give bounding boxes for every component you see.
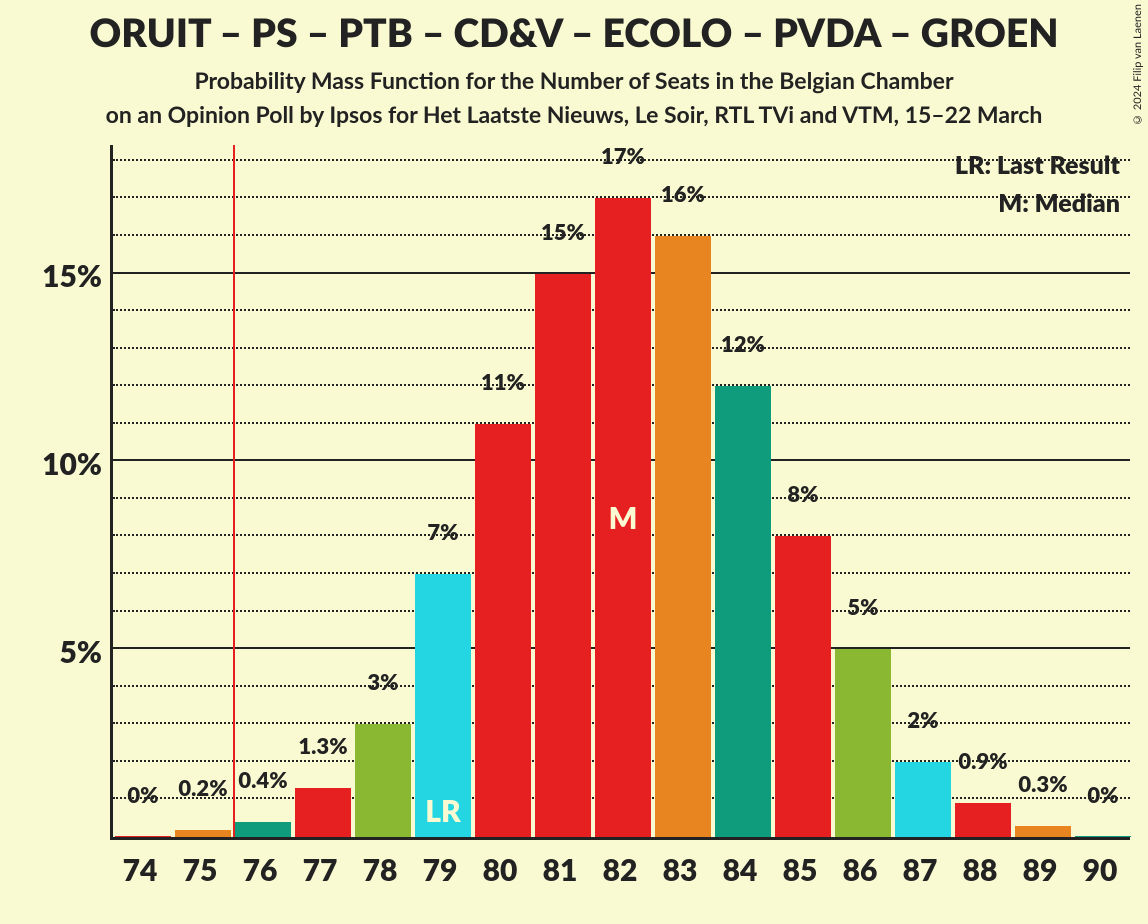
median-label: M xyxy=(595,500,650,536)
bar-value-label: 5% xyxy=(847,593,878,620)
chart-subtitle-1: Probability Mass Function for the Number… xyxy=(0,66,1148,94)
chart-subtitle-2: on an Opinion Poll by Ipsos for Het Laat… xyxy=(0,100,1148,128)
xtick-label: 85 xyxy=(783,852,818,888)
bar-value-label: 17% xyxy=(601,142,645,169)
bar-value-label: 1.3% xyxy=(298,732,347,759)
ytick-label: 5% xyxy=(60,634,102,670)
legend-m: M: Median xyxy=(998,188,1120,218)
xtick-label: 82 xyxy=(603,852,638,888)
bar-value-label: 0.9% xyxy=(958,747,1007,774)
bar xyxy=(835,649,890,837)
bar-value-label: 11% xyxy=(481,368,525,395)
bar xyxy=(295,788,350,837)
chart-plot-area: 0% 0.2% 0.4% 1.3% 3% LR 7% 11% 15% M 17% 16% 12% 8% 5%… xyxy=(110,145,1130,840)
xtick-label: 81 xyxy=(543,852,578,888)
xtick-label: 87 xyxy=(903,852,938,888)
bar xyxy=(115,836,170,837)
xtick-label: 75 xyxy=(183,852,218,888)
bar-value-label: 0.4% xyxy=(238,766,287,793)
bar xyxy=(355,724,410,837)
bar-value-label: 15% xyxy=(541,218,585,245)
bar xyxy=(535,274,590,838)
xtick-label: 89 xyxy=(1023,852,1058,888)
bar xyxy=(895,762,950,837)
bar-value-label: 12% xyxy=(721,330,765,357)
bar xyxy=(1015,826,1070,837)
xtick-label: 86 xyxy=(843,852,878,888)
bar-value-label: 16% xyxy=(661,180,705,207)
ytick-label: 15% xyxy=(42,258,102,294)
xtick-label: 88 xyxy=(963,852,998,888)
xtick-label: 77 xyxy=(303,852,338,888)
xtick-label: 90 xyxy=(1083,852,1118,888)
ytick-label: 10% xyxy=(42,446,102,482)
xtick-label: 76 xyxy=(243,852,278,888)
bar-value-label: 3% xyxy=(367,668,398,695)
xtick-label: 84 xyxy=(723,852,758,888)
bar xyxy=(655,236,710,837)
xtick-label: 80 xyxy=(483,852,518,888)
xtick-label: 74 xyxy=(123,852,158,888)
legend-lr: LR: Last Result xyxy=(955,150,1120,180)
bar-value-label: 2% xyxy=(907,706,938,733)
bar-value-label: 0% xyxy=(127,781,158,808)
bar-value-label: 0.2% xyxy=(178,774,227,801)
xtick-label: 79 xyxy=(423,852,458,888)
bar xyxy=(775,536,830,837)
xtick-label: 83 xyxy=(663,852,698,888)
bar xyxy=(235,822,290,837)
bar-value-label: 7% xyxy=(427,518,458,545)
bar xyxy=(175,830,230,838)
bar xyxy=(1075,836,1130,837)
bar: M xyxy=(595,198,650,837)
bar xyxy=(475,424,530,837)
bar xyxy=(955,803,1010,837)
bar-value-label: 8% xyxy=(787,480,818,507)
last-result-line xyxy=(233,145,235,837)
bar xyxy=(715,386,770,837)
bar-value-label: 0.3% xyxy=(1018,770,1067,797)
chart-title: ORUIT – PS – PTB – CD&V – ECOLO – PVDA –… xyxy=(0,10,1148,56)
xtick-label: 78 xyxy=(363,852,398,888)
copyright-text: © 2024 Filip van Laenen xyxy=(1131,4,1144,126)
bar-value-label: 0% xyxy=(1087,781,1118,808)
last-result-label: LR xyxy=(415,793,470,829)
bar: LR xyxy=(415,574,470,837)
